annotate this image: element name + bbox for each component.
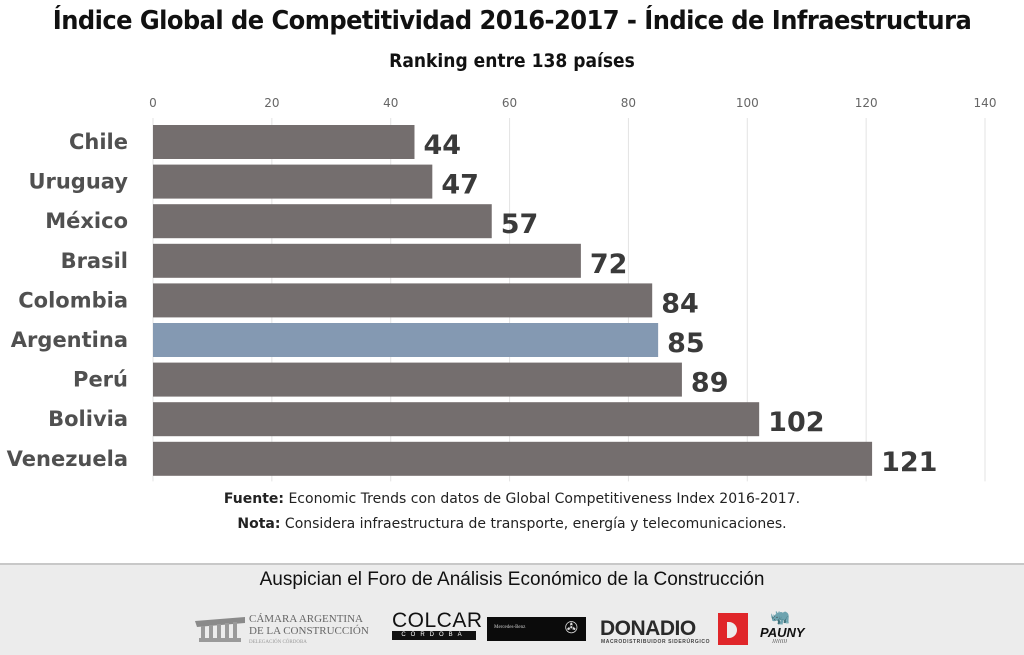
colcar-sub: CÓRDOBA: [392, 631, 476, 640]
camara-line3: DELEGACIÓN CÓRDOBA: [249, 640, 307, 645]
bars: [153, 125, 873, 476]
category-label: Colombia: [18, 288, 128, 312]
mercedes-benz-logo: Mercedes-Benz ✇: [487, 617, 586, 641]
note-label: Nota:: [237, 516, 281, 532]
source-line: Fuente: Economic Trends con datos de Glo…: [0, 487, 1024, 512]
chart-title: Índice Global de Competitividad 2016-201…: [52, 6, 972, 36]
value-label: 44: [423, 130, 461, 161]
sponsor-footer: Auspician el Foro de Análisis Económico …: [0, 563, 1024, 655]
aqueduct-icon: [195, 617, 245, 642]
category-label: Perú: [73, 368, 128, 392]
x-tick-label: 0: [149, 96, 157, 110]
bar-uruguay: [153, 164, 433, 199]
value-label: 57: [501, 209, 539, 240]
category-label: Brasil: [61, 249, 128, 273]
bar-perú: [153, 362, 682, 397]
value-label: 84: [661, 288, 699, 319]
x-tick-label: 60: [502, 96, 517, 110]
bar-méxico: [153, 204, 492, 239]
camara-line1: CÁMARA ARGENTINA: [249, 613, 363, 625]
value-label: 47: [441, 170, 479, 201]
donadio-name: DONADIO: [600, 617, 696, 640]
category-labels: Chile Uruguay México Brasil Colombia Argentin…: [7, 130, 129, 471]
footer-title: Auspician el Foro de Análisis Económico …: [259, 569, 765, 590]
x-axis-ticks: 0 20 40 60 80 100 120 140: [149, 96, 996, 110]
note-text: Considera infraestructura de transporte,…: [280, 516, 787, 532]
category-label: Argentina: [11, 328, 128, 352]
value-label: 89: [691, 368, 729, 399]
source-label: Fuente:: [223, 491, 285, 507]
bar-bolivia: [153, 402, 760, 437]
category-label: Venezuela: [7, 447, 128, 471]
colcar-name: COLCAR: [392, 609, 483, 632]
camara-argentina-logo: CÁMARA ARGENTINA DE LA CONSTRUCCIÓN DELE…: [193, 611, 383, 647]
value-labels: 44 47 57 72 84 85 89 102 121: [423, 130, 937, 478]
camara-line2: DE LA CONSTRUCCIÓN: [249, 625, 369, 637]
bar-argentina: [153, 323, 659, 357]
value-label: 85: [667, 328, 705, 359]
pauny-name: PAUNY: [760, 625, 805, 640]
category-label: Chile: [69, 130, 128, 154]
mercedes-name: Mercedes-Benz: [494, 625, 526, 630]
bar-chile: [153, 125, 415, 159]
value-label: 72: [590, 249, 628, 280]
x-tick-label: 80: [621, 96, 636, 110]
mercedes-star-icon: ✇: [564, 620, 578, 637]
value-label: 121: [881, 447, 937, 478]
rhino-icon: 🦏: [770, 609, 790, 626]
pauny-stripes: ////////: [772, 639, 788, 645]
x-tick-label: 40: [383, 96, 398, 110]
donadio-d-icon: [718, 613, 748, 645]
value-label: 102: [768, 407, 824, 438]
x-tick-label: 120: [855, 96, 878, 110]
x-tick-label: 100: [736, 96, 759, 110]
category-label: Uruguay: [28, 170, 128, 194]
bar-colombia: [153, 283, 653, 318]
donadio-sub: MACRODISTRIBUIDOR SIDERÚRGICO: [601, 639, 711, 645]
x-tick-label: 20: [264, 96, 279, 110]
bar-brasil: [153, 243, 581, 278]
bar-venezuela: [153, 441, 873, 476]
colcar-logo: COLCAR CÓRDOBA: [392, 609, 483, 640]
category-label: México: [45, 209, 128, 233]
category-label: Bolivia: [48, 407, 128, 431]
donadio-logo: DONADIO MACRODISTRIBUIDOR SIDERÚRGICO: [600, 613, 750, 645]
x-tick-label: 140: [974, 96, 997, 110]
pauny-logo: 🦏 PAUNY ////////: [760, 609, 805, 649]
note-line: Nota: Considera infraestructura de trans…: [0, 512, 1024, 537]
chart-subtitle: Ranking entre 138 países: [389, 50, 635, 72]
chart-notes: Fuente: Economic Trends con datos de Glo…: [0, 487, 1024, 537]
source-text: Economic Trends con datos de Global Comp…: [284, 491, 801, 507]
bar-chart: 0 20 40 60 80 100 120 140 Chile Uruguay México Bra…: [7, 96, 996, 482]
